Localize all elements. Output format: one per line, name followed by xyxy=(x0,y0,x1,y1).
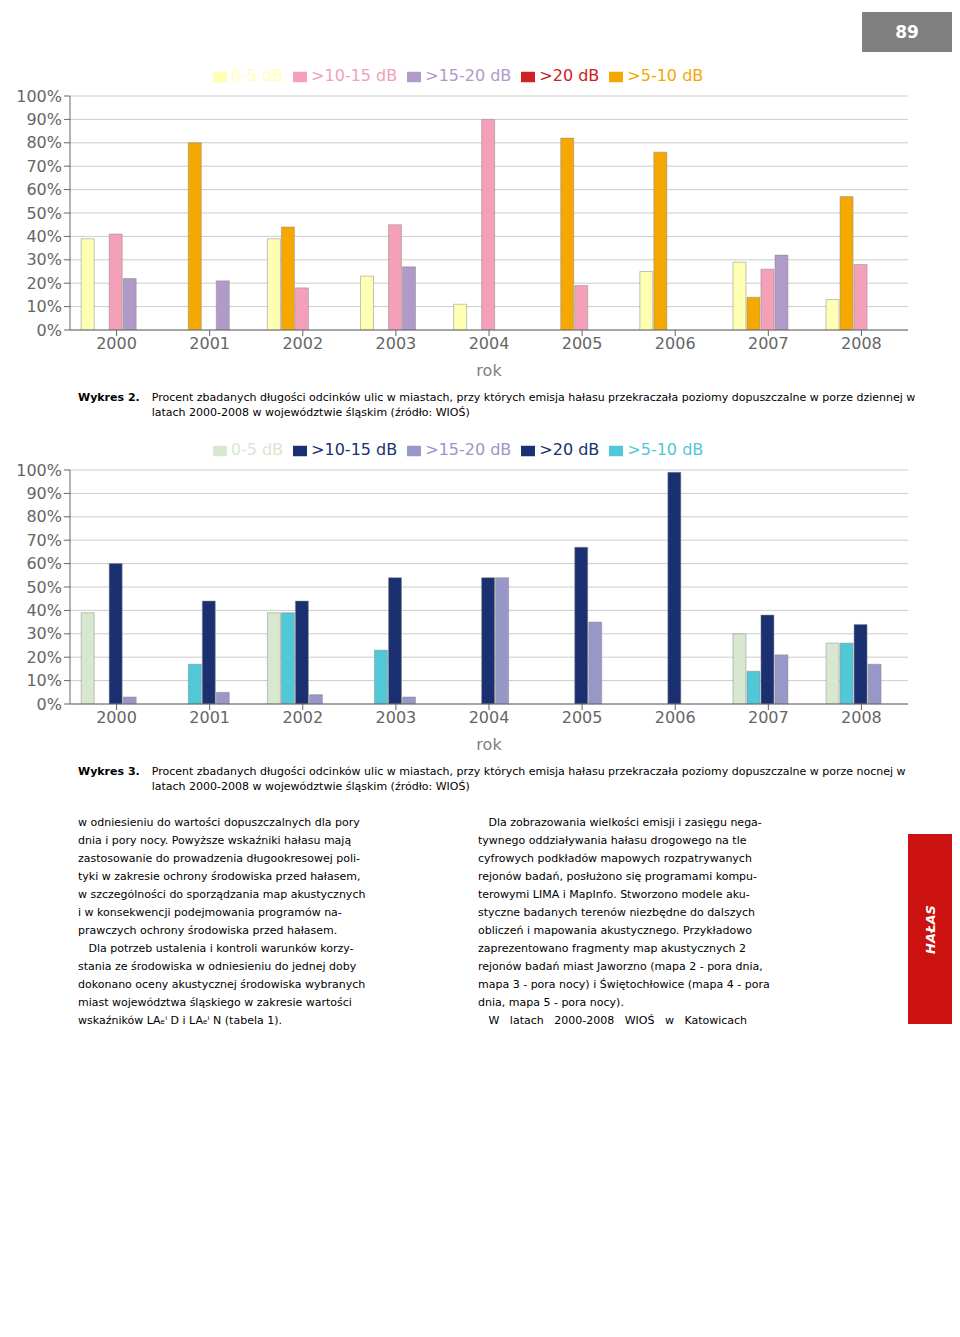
svg-text:60%: 60% xyxy=(26,180,62,199)
svg-text:30%: 30% xyxy=(26,624,62,643)
html-text:>15-20 dB: >15-20 dB xyxy=(425,66,512,85)
svg-text:rok: rok xyxy=(476,735,502,754)
svg-text:2007: 2007 xyxy=(748,708,789,727)
svg-text:2007: 2007 xyxy=(748,334,789,353)
svg-text:60%: 60% xyxy=(26,554,62,573)
html-text:Procent zbadanych długości odc: Procent zbadanych długości odcinków ulic… xyxy=(151,391,916,419)
svg-text:100%: 100% xyxy=(16,87,62,106)
svg-text:40%: 40% xyxy=(26,601,62,620)
svg-text:100%: 100% xyxy=(16,461,62,480)
html-text:>15-20 dB: >15-20 dB xyxy=(425,440,512,459)
svg-text:2001: 2001 xyxy=(189,708,230,727)
svg-text:50%: 50% xyxy=(26,578,62,597)
svg-text:2008: 2008 xyxy=(841,334,882,353)
svg-text:50%: 50% xyxy=(26,204,62,223)
svg-text:40%: 40% xyxy=(26,227,62,246)
svg-text:80%: 80% xyxy=(26,133,62,152)
svg-text:2003: 2003 xyxy=(376,708,417,727)
svg-text:70%: 70% xyxy=(26,157,62,176)
html-text:0-5 dB: 0-5 dB xyxy=(230,440,284,459)
html-text:Wykres 2.: Wykres 2. xyxy=(78,391,140,404)
html-text:89: 89 xyxy=(895,22,919,42)
svg-text:2004: 2004 xyxy=(469,334,510,353)
svg-text:rok: rok xyxy=(476,361,502,380)
html-text:w odniesieniu do wartości dopu: w odniesieniu do wartości dopuszczalnych… xyxy=(78,816,366,1027)
svg-text:2006: 2006 xyxy=(655,708,696,727)
svg-text:2005: 2005 xyxy=(562,334,603,353)
svg-text:2008: 2008 xyxy=(841,708,882,727)
svg-text:30%: 30% xyxy=(26,250,62,269)
svg-text:2002: 2002 xyxy=(282,708,323,727)
html-text:0-5 dB: 0-5 dB xyxy=(230,66,284,85)
svg-text:10%: 10% xyxy=(26,671,62,690)
html-text:Procent zbadanych długości odc: Procent zbadanych długości odcinków ulic… xyxy=(151,765,906,793)
html-text:Dla zobrazowania wielkości emi: Dla zobrazowania wielkości emisji i zasi… xyxy=(478,816,770,1027)
svg-text:2002: 2002 xyxy=(282,334,323,353)
html-text:>20 dB: >20 dB xyxy=(539,66,600,85)
svg-text:90%: 90% xyxy=(26,484,62,503)
svg-text:2000: 2000 xyxy=(96,334,137,353)
html-text:HAŁAS: HAŁAS xyxy=(922,904,938,954)
svg-text:2005: 2005 xyxy=(562,708,603,727)
svg-text:70%: 70% xyxy=(26,531,62,550)
html-text:>10-15 dB: >10-15 dB xyxy=(311,440,398,459)
svg-text:20%: 20% xyxy=(26,274,62,293)
svg-text:2001: 2001 xyxy=(189,334,230,353)
svg-text:2006: 2006 xyxy=(655,334,696,353)
svg-text:2003: 2003 xyxy=(376,334,417,353)
svg-text:2004: 2004 xyxy=(469,708,510,727)
svg-text:0%: 0% xyxy=(37,321,62,340)
svg-text:2000: 2000 xyxy=(96,708,137,727)
svg-text:80%: 80% xyxy=(26,507,62,526)
svg-text:90%: 90% xyxy=(26,110,62,129)
html-text:>5-10 dB: >5-10 dB xyxy=(627,66,704,85)
html-text:>5-10 dB: >5-10 dB xyxy=(627,440,704,459)
html-text:Wykres 3.: Wykres 3. xyxy=(78,765,140,778)
svg-text:0%: 0% xyxy=(37,695,62,714)
svg-text:10%: 10% xyxy=(26,297,62,316)
html-text:>20 dB: >20 dB xyxy=(539,440,600,459)
svg-text:20%: 20% xyxy=(26,648,62,667)
html-text:>10-15 dB: >10-15 dB xyxy=(311,66,398,85)
